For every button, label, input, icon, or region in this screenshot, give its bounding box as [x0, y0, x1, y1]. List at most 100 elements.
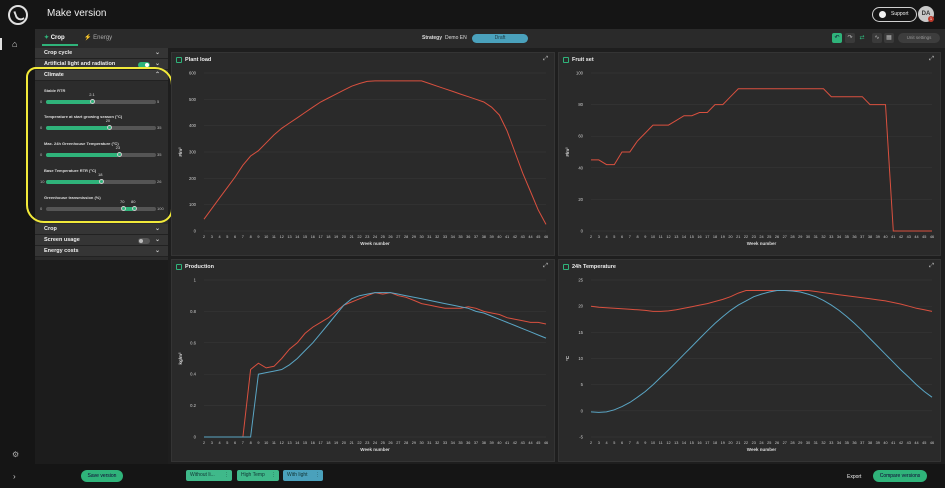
section-crop-cycle[interactable]: Crop cycle ⌄	[35, 48, 168, 59]
gear-icon[interactable]: ⚙	[12, 450, 20, 459]
x-tick-label: 10	[264, 441, 268, 445]
x-tick-label: 45	[536, 235, 540, 239]
scenario-chip[interactable]: Without li... ⋮	[186, 470, 232, 481]
support-button[interactable]: Support	[872, 7, 917, 22]
x-tick-label: 29	[798, 235, 802, 239]
status-badge[interactable]: Draft	[472, 34, 528, 43]
x-tick-label: 40	[497, 441, 501, 445]
x-tick-label: 21	[736, 441, 740, 445]
x-tick-label: 38	[482, 441, 486, 445]
x-tick-label: 24	[373, 441, 377, 445]
series-line-0	[591, 88, 932, 232]
slider-track[interactable]	[46, 179, 156, 184]
x-tick-label: 5	[226, 441, 228, 445]
x-tick-label: 22	[357, 235, 361, 239]
sync-icon[interactable]: ⇄	[859, 35, 865, 41]
x-tick-label: 39	[876, 441, 880, 445]
redo-icon[interactable]: ↷	[845, 33, 855, 43]
expand-icon[interactable]: ⤢	[543, 56, 548, 62]
x-tick-label: 27	[783, 235, 787, 239]
chart-svg: 00.20.40.60.812 3 4 5 6 7 8 9 10 11 12 13 14 15 16 17 18…	[178, 278, 548, 453]
scenario-chip[interactable]: With light ⋮	[283, 470, 323, 481]
y-tick-label: 80	[578, 102, 583, 107]
x-tick-label: 32	[821, 235, 825, 239]
x-tick-label: 7	[242, 235, 244, 239]
y-tick-label: 0	[194, 229, 197, 234]
section-crop[interactable]: Crop ⌄	[35, 224, 168, 235]
slider-handle[interactable]	[132, 206, 137, 211]
expand-icon[interactable]: ⤢	[929, 263, 934, 269]
undo-icon[interactable]: ↶	[832, 33, 842, 43]
save-version-button[interactable]: Save version	[81, 470, 123, 482]
section-label: Energy costs	[44, 248, 79, 254]
x-tick-label: 8	[250, 441, 252, 445]
slider-handle[interactable]	[90, 99, 96, 104]
expand-icon[interactable]: ›	[13, 472, 16, 481]
section-artificial-light[interactable]: Artificial light and radiation ⌄	[35, 59, 168, 70]
slider-track[interactable]	[46, 152, 156, 157]
x-tick-label: 32	[435, 235, 439, 239]
x-tick-label: 7	[629, 235, 631, 239]
x-tick-label: 37	[860, 235, 864, 239]
slider-handle[interactable]	[99, 179, 104, 184]
series-line-1	[590, 290, 933, 413]
chevron-down-icon: ⌄	[154, 61, 160, 67]
chart-title: Plant load	[185, 57, 212, 63]
slider-track[interactable]	[46, 206, 156, 211]
slider-track[interactable]	[46, 125, 156, 130]
x-tick-label: 12	[666, 441, 670, 445]
x-tick-label: 4	[605, 235, 607, 239]
expand-icon[interactable]: ⤢	[929, 56, 934, 62]
x-tick-label: 27	[396, 441, 400, 445]
section-energy-costs[interactable]: Energy costs ⌄	[35, 246, 168, 257]
x-tick-label: 14	[295, 235, 299, 239]
slider-handle[interactable]	[116, 152, 122, 157]
x-tick-label: 28	[404, 441, 408, 445]
app-logo-icon[interactable]	[8, 5, 28, 25]
slider-handle[interactable]	[106, 125, 112, 130]
x-tick-label: 31	[814, 441, 818, 445]
slider-min: 10	[40, 179, 45, 184]
home-icon[interactable]: ⌂	[12, 39, 18, 49]
section-screen-usage[interactable]: Screen usage ⌄	[35, 235, 168, 246]
expand-icon[interactable]: ⤢	[543, 263, 548, 269]
x-tick-label: 19	[334, 441, 338, 445]
x-tick-label: 6	[234, 441, 236, 445]
tab-energy[interactable]: ⚡ Energy	[84, 34, 112, 41]
scenario-chip[interactable]: High Temp ⋮	[237, 470, 279, 481]
x-axis-label: Week number	[747, 241, 777, 246]
x-tick-label: 12	[280, 235, 284, 239]
slider-label: Temperature at start growing season (°C)	[44, 114, 123, 119]
x-tick-label: 10	[651, 235, 655, 239]
export-button[interactable]: Export	[847, 474, 862, 480]
artificial-light-toggle[interactable]	[138, 62, 150, 68]
x-tick-label: 13	[674, 441, 678, 445]
slider-track[interactable]	[46, 99, 156, 104]
slider-handle[interactable]	[121, 206, 126, 211]
y-tick-label: 400	[189, 123, 197, 128]
compare-versions-button[interactable]: Compare versions	[873, 470, 927, 482]
slider-value: 23	[115, 145, 121, 150]
x-tick-label: 15	[303, 235, 307, 239]
table-icon[interactable]: ▦	[884, 33, 894, 43]
x-tick-label: 9	[257, 235, 259, 239]
leaf-icon: ✦	[44, 35, 50, 41]
tab-crop[interactable]: ✦ Crop	[42, 34, 78, 46]
x-axis-label: Week number	[360, 447, 390, 452]
x-tick-label: 19	[721, 235, 725, 239]
unit-settings-button[interactable]: Unit settings	[898, 33, 940, 43]
line-chart-icon[interactable]: ∿	[872, 33, 882, 43]
y-tick-label: 20	[578, 304, 583, 309]
x-tick-label: 39	[489, 441, 493, 445]
screen-usage-toggle[interactable]	[138, 238, 150, 244]
x-tick-label: 13	[674, 235, 678, 239]
x-tick-label: 35	[845, 235, 849, 239]
slider-label: Stable RTR	[44, 88, 66, 93]
series-line-0	[204, 292, 547, 438]
x-tick-label: 28	[404, 235, 408, 239]
x-tick-label: 33	[443, 441, 447, 445]
notification-badge: 1	[928, 16, 934, 22]
slider-min: 0	[40, 125, 43, 130]
slider-min: 0	[40, 152, 43, 157]
